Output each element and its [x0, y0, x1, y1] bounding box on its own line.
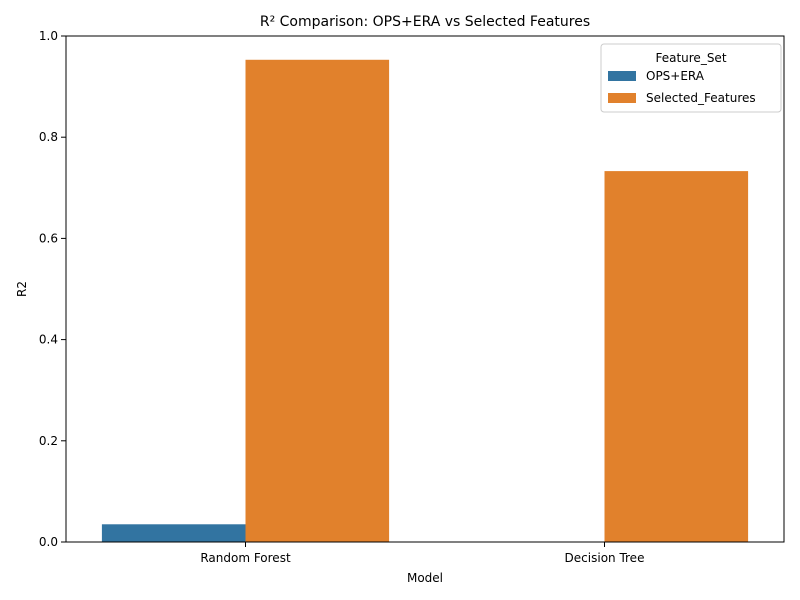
- bar-random-forest-ops-era: [101, 524, 246, 542]
- legend-swatch: [608, 71, 636, 81]
- x-tick-label: Decision Tree: [565, 551, 645, 565]
- y-axis: 0.0 0.2 0.4 0.6 0.8 1.0: [39, 29, 66, 549]
- bar-decision-tree-selected-features: [604, 171, 749, 543]
- y-tick-label: 0.2: [39, 434, 58, 448]
- legend-label: Selected_Features: [646, 91, 756, 105]
- bar-random-forest-selected-features: [245, 59, 390, 542]
- plot-area: 0.0 0.2 0.4 0.6 0.8 1.0 Random Forest Decision…: [39, 29, 785, 565]
- y-tick-label: 0.6: [39, 231, 58, 245]
- y-tick-label: 1.0: [39, 29, 58, 43]
- legend: Feature_Set OPS+ERA Selected_Features: [600, 43, 782, 113]
- legend-label: OPS+ERA: [646, 69, 705, 83]
- y-tick-label: 0.4: [39, 333, 58, 347]
- legend-title: Feature_Set: [655, 51, 726, 65]
- y-axis-label: R2: [15, 281, 29, 297]
- y-tick-label: 0.0: [39, 535, 58, 549]
- x-tick-label: Random Forest: [200, 551, 291, 565]
- x-axis-label: Model: [407, 571, 443, 585]
- chart-title: R² Comparison: OPS+ERA vs Selected Featu…: [260, 14, 590, 30]
- plot-frame: [65, 35, 785, 543]
- y-tick-label: 0.8: [39, 130, 58, 144]
- legend-swatch: [608, 93, 636, 103]
- bars-group: [101, 59, 749, 543]
- x-axis: Random Forest Decision Tree: [200, 542, 644, 565]
- legend-frame: [600, 43, 782, 113]
